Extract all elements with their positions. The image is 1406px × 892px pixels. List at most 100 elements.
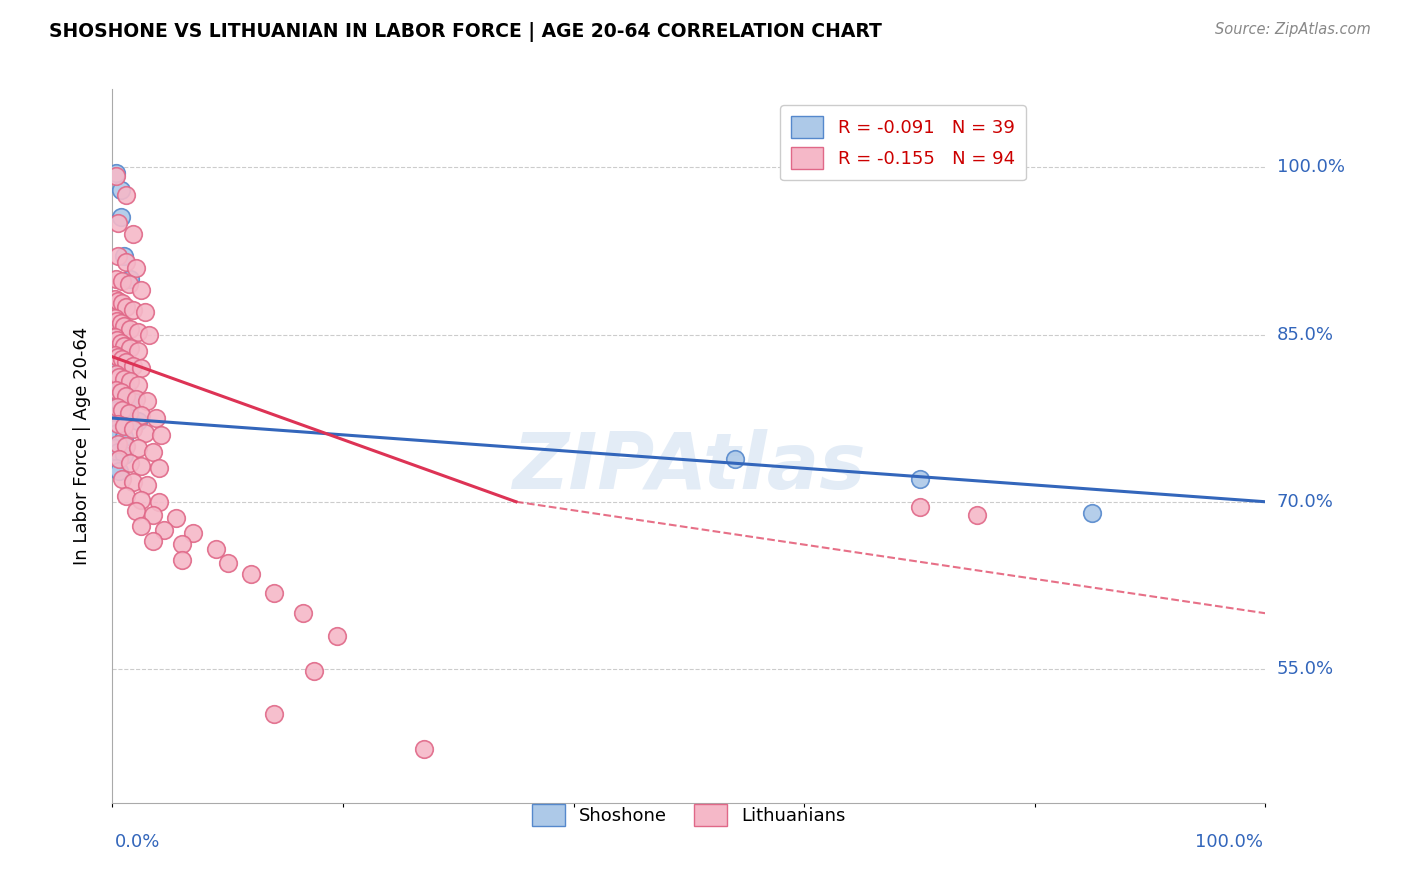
Point — [115, 489, 138, 503]
Point — [110, 182, 132, 196]
Point — [117, 277, 139, 292]
Point — [724, 452, 747, 467]
Point — [115, 381, 138, 395]
Text: 70.0%: 70.0% — [1277, 492, 1333, 511]
Point — [111, 408, 134, 422]
Point — [134, 305, 156, 319]
Point — [115, 255, 138, 269]
Point — [122, 394, 145, 409]
Point — [129, 492, 153, 507]
Point — [908, 473, 931, 487]
Point — [108, 405, 131, 419]
Point — [122, 227, 145, 242]
Text: SHOSHONE VS LITHUANIAN IN LABOR FORCE | AGE 20-64 CORRELATION CHART: SHOSHONE VS LITHUANIAN IN LABOR FORCE | … — [49, 22, 882, 42]
Point — [112, 418, 135, 433]
Point — [112, 361, 135, 376]
Point — [326, 629, 349, 643]
Point — [104, 166, 127, 180]
Point — [129, 459, 153, 474]
Point — [103, 372, 125, 386]
Point — [127, 414, 149, 429]
Point — [112, 430, 135, 444]
Point — [118, 271, 141, 285]
Text: 55.0%: 55.0% — [1277, 660, 1334, 678]
Point — [104, 461, 127, 475]
Point — [165, 511, 187, 525]
Point — [110, 385, 132, 400]
Point — [104, 403, 127, 417]
Point — [263, 706, 285, 721]
Point — [104, 384, 127, 398]
Point — [108, 369, 131, 384]
Point — [104, 355, 127, 369]
Text: 100.0%: 100.0% — [1277, 158, 1344, 177]
Point — [107, 417, 129, 431]
Point — [117, 405, 139, 419]
Point — [112, 318, 135, 333]
Legend: Shoshone, Lithuanians: Shoshone, Lithuanians — [524, 797, 853, 833]
Point — [153, 523, 176, 537]
Point — [142, 444, 165, 458]
Point — [122, 475, 145, 489]
Point — [111, 391, 134, 405]
Point — [112, 339, 135, 353]
Point — [104, 310, 127, 325]
Point — [118, 456, 141, 470]
Text: 0.0%: 0.0% — [115, 833, 160, 851]
Point — [136, 394, 159, 409]
Point — [115, 188, 138, 202]
Point — [129, 283, 153, 297]
Point — [966, 508, 988, 523]
Point — [108, 452, 131, 467]
Point — [122, 422, 145, 436]
Point — [118, 322, 141, 336]
Point — [115, 300, 138, 314]
Point — [110, 377, 132, 392]
Point — [134, 425, 156, 440]
Point — [142, 533, 165, 548]
Point — [110, 336, 132, 351]
Point — [111, 274, 134, 288]
Point — [111, 352, 134, 367]
Point — [112, 250, 135, 264]
Point — [217, 556, 239, 570]
Point — [122, 359, 145, 373]
Point — [110, 211, 132, 225]
Text: 85.0%: 85.0% — [1277, 326, 1333, 343]
Point — [115, 439, 138, 453]
Point — [107, 444, 129, 458]
Point — [118, 341, 141, 355]
Point — [124, 392, 146, 407]
Point — [291, 607, 314, 621]
Text: 100.0%: 100.0% — [1195, 833, 1263, 851]
Point — [104, 292, 127, 306]
Point — [170, 537, 193, 551]
Point — [127, 377, 149, 392]
Point — [129, 408, 153, 422]
Point — [104, 350, 127, 364]
Point — [104, 330, 127, 344]
Point — [118, 411, 141, 425]
Point — [104, 169, 127, 184]
Point — [129, 361, 153, 376]
Point — [104, 271, 127, 285]
Point — [124, 503, 146, 517]
Point — [138, 327, 160, 342]
Point — [122, 303, 145, 318]
Point — [136, 478, 159, 492]
Point — [412, 742, 434, 756]
Point — [148, 461, 170, 475]
Point — [107, 293, 129, 308]
Point — [170, 552, 193, 567]
Point — [103, 384, 125, 398]
Point — [104, 422, 127, 436]
Point — [107, 350, 129, 364]
Point — [1081, 506, 1104, 520]
Point — [104, 367, 127, 381]
Point — [108, 464, 131, 478]
Point — [104, 333, 127, 347]
Point — [908, 500, 931, 515]
Point — [115, 355, 138, 369]
Point — [105, 387, 128, 401]
Point — [108, 359, 131, 373]
